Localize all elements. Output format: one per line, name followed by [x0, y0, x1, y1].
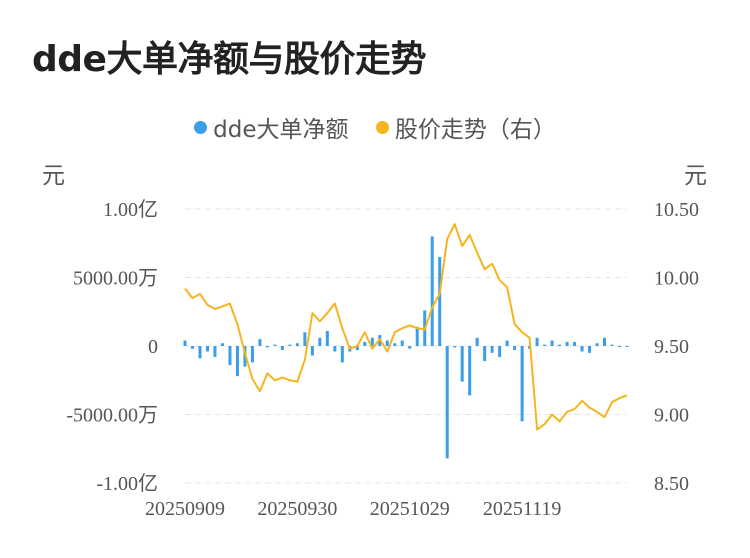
bar-mark[interactable]: [498, 346, 502, 357]
bar-mark[interactable]: [303, 332, 307, 346]
bar-mark[interactable]: [618, 346, 622, 347]
bar-mark[interactable]: [198, 346, 202, 359]
bar-mark[interactable]: [250, 346, 254, 363]
bar-mark[interactable]: [543, 344, 547, 346]
bar-mark[interactable]: [490, 346, 494, 353]
bar-mark[interactable]: [288, 344, 292, 346]
bar-mark[interactable]: [385, 340, 389, 346]
right-axis-tick-label: 9.50: [654, 336, 689, 358]
left-axis-tick-label: 1.00亿: [103, 198, 158, 221]
bar-mark[interactable]: [438, 256, 442, 346]
bar-mark[interactable]: [363, 341, 367, 346]
bar-mark[interactable]: [220, 343, 224, 346]
bar-mark[interactable]: [580, 346, 584, 352]
bar-mark[interactable]: [445, 346, 449, 459]
bar-mark[interactable]: [205, 346, 209, 352]
bar-mark[interactable]: [483, 346, 487, 362]
legend-label-line: 股价走势（右）: [394, 117, 556, 143]
right-axis-tick-label: 10.00: [654, 268, 699, 290]
bar-mark[interactable]: [595, 343, 599, 346]
bar-mark[interactable]: [325, 330, 329, 346]
left-axis-tick-label: 5000.00万: [73, 268, 158, 290]
bar-mark[interactable]: [318, 337, 322, 346]
bar-mark[interactable]: [190, 346, 194, 349]
bar-mark[interactable]: [550, 340, 554, 346]
bar-mark[interactable]: [370, 337, 374, 346]
left-axis-tick-label: -1.00亿: [96, 472, 158, 495]
x-axis-tick-label: 20251029: [370, 498, 450, 520]
right-axis-tick-label: 8.50: [654, 473, 689, 495]
right-axis-tick-label: 9.00: [654, 405, 689, 427]
legend-item-bar[interactable]: dde大单净额: [194, 110, 349, 144]
bar-mark[interactable]: [610, 344, 614, 346]
bar-mark[interactable]: [408, 346, 412, 349]
bar-mark[interactable]: [430, 236, 434, 346]
right-axis-unit: 元: [684, 163, 707, 189]
bar-mark[interactable]: [235, 346, 239, 377]
bar-mark[interactable]: [573, 341, 577, 346]
axis-labels: -1.00亿 8.50 -5000.00万 9.00 0 9.50 5000.00万 10.0…: [66, 198, 699, 520]
legend-item-line[interactable]: 股价走势（右）: [375, 110, 556, 144]
bar-mark[interactable]: [183, 340, 187, 346]
bar-mark[interactable]: [393, 343, 397, 346]
x-axis-tick-label: 20251119: [483, 498, 562, 520]
chart-title: dde大单净额与股价走势: [32, 39, 426, 80]
left-axis-tick-label: -5000.00万: [66, 405, 158, 427]
legend-dot-line-icon: [375, 120, 389, 134]
bar-mark[interactable]: [258, 339, 262, 346]
x-axis-tick-label: 20250909: [145, 498, 225, 520]
bar-mark[interactable]: [603, 337, 607, 346]
bar-mark[interactable]: [565, 341, 569, 346]
bar-mark[interactable]: [333, 346, 337, 352]
bar-mark[interactable]: [460, 346, 464, 382]
bar-mark[interactable]: [625, 346, 629, 347]
bar-mark[interactable]: [520, 346, 524, 422]
chart-legend: dde大单净额 股价走势（右）: [0, 110, 750, 144]
bar-mark[interactable]: [535, 337, 539, 346]
bar-mark[interactable]: [558, 344, 562, 346]
bar-mark[interactable]: [340, 346, 344, 363]
bar-mark[interactable]: [280, 346, 284, 351]
left-axis-tick-label: 0: [148, 336, 158, 358]
x-axis-tick-label: 20250930: [257, 498, 337, 520]
bar-mark[interactable]: [273, 344, 277, 346]
line-series: [184, 223, 628, 431]
bar-mark[interactable]: [355, 346, 359, 351]
bar-mark[interactable]: [415, 326, 419, 346]
bar-mark[interactable]: [453, 346, 457, 348]
bar-mark[interactable]: [213, 346, 217, 357]
bar-mark[interactable]: [513, 346, 517, 351]
grid-layer: [185, 208, 627, 484]
bar-mark[interactable]: [400, 340, 404, 346]
legend-label-bar: dde大单净额: [213, 117, 349, 143]
bar-mark[interactable]: [475, 337, 479, 346]
right-axis-tick-label: 10.50: [654, 199, 699, 221]
price-line[interactable]: [184, 223, 628, 431]
bar-mark[interactable]: [468, 346, 472, 396]
bar-mark[interactable]: [310, 346, 314, 356]
bar-mark[interactable]: [228, 346, 232, 366]
bar-mark[interactable]: [295, 343, 299, 346]
bar-mark[interactable]: [505, 340, 509, 346]
bar-mark[interactable]: [588, 346, 592, 353]
legend-dot-bar-icon: [194, 120, 208, 134]
bar-mark[interactable]: [265, 346, 269, 348]
bar-series: [183, 236, 629, 459]
left-axis-unit: 元: [42, 163, 65, 189]
